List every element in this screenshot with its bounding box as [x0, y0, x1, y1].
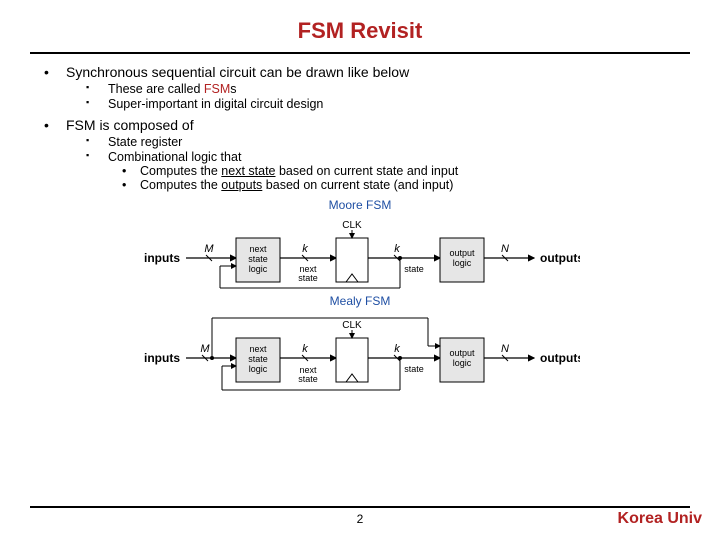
title-text: FSM Revisit: [298, 18, 423, 43]
slide-title: FSM Revisit: [0, 0, 720, 52]
page-number: 2: [0, 512, 720, 526]
bullet-1-text: Synchronous sequential circuit can be dr…: [66, 64, 409, 80]
footer: 2 Korea Univ: [0, 506, 720, 526]
fsm-em: FSM: [204, 82, 230, 96]
svg-text:logic: logic: [249, 364, 268, 374]
mealy-diagram: inputs M next state logic k next state C…: [140, 310, 580, 396]
bullet-2-2: Combinational logic that Computes the ne…: [86, 150, 676, 192]
svg-text:state: state: [248, 354, 268, 364]
mealy-state: state: [404, 364, 424, 374]
svg-text:logic: logic: [453, 258, 472, 268]
mealy-N: N: [501, 343, 509, 355]
moore-k2: k: [394, 243, 400, 255]
mealy-title: Mealy FSM: [330, 294, 391, 308]
mealy-outputs: outputs: [540, 351, 580, 365]
bullet-2-1: State register: [86, 135, 676, 149]
svg-text:state: state: [298, 374, 318, 384]
svg-text:next: next: [249, 244, 267, 254]
bullet-2-text: FSM is composed of: [66, 117, 194, 133]
svg-text:output: output: [449, 348, 475, 358]
moore-inputs: inputs: [144, 251, 180, 265]
bullet-1-1: These are called FSMs: [86, 82, 676, 96]
slide-content: Synchronous sequential circuit can be dr…: [0, 54, 720, 396]
bottom-rule: [30, 506, 690, 508]
bullet-2-2-1: Computes the next state based on current…: [122, 164, 676, 178]
mealy-k2: k: [394, 343, 400, 355]
moore-M: M: [204, 243, 214, 255]
svg-text:state: state: [298, 273, 318, 283]
moore-N: N: [501, 243, 509, 255]
moore-clk: CLK: [342, 220, 362, 231]
moore-outputs: outputs: [540, 251, 580, 265]
u-next-state: next state: [221, 164, 275, 178]
bullet-2: FSM is composed of State register Combin…: [44, 117, 676, 192]
svg-text:state: state: [248, 254, 268, 264]
moore-state: state: [404, 264, 424, 274]
university-label: Korea Univ: [618, 510, 702, 528]
moore-diagram: inputs M next state logic k next state: [140, 214, 580, 292]
svg-text:logic: logic: [249, 264, 268, 274]
u-outputs: outputs: [221, 178, 262, 192]
bullet-2-2-2: Computes the outputs based on current st…: [122, 178, 676, 192]
moore-title: Moore FSM: [329, 198, 392, 212]
svg-text:output: output: [449, 248, 475, 258]
mealy-clk: CLK: [342, 320, 362, 331]
mealy-k1: k: [302, 343, 308, 355]
diagram-area: Moore FSM inputs M next state logic: [44, 198, 676, 396]
svg-text:logic: logic: [453, 358, 472, 368]
mealy-M: M: [200, 343, 210, 355]
bullet-1-2: Super-important in digital circuit desig…: [86, 97, 676, 111]
svg-text:next: next: [249, 344, 267, 354]
moore-k1: k: [302, 243, 308, 255]
bullet-1: Synchronous sequential circuit can be dr…: [44, 64, 676, 111]
mealy-inputs: inputs: [144, 351, 180, 365]
